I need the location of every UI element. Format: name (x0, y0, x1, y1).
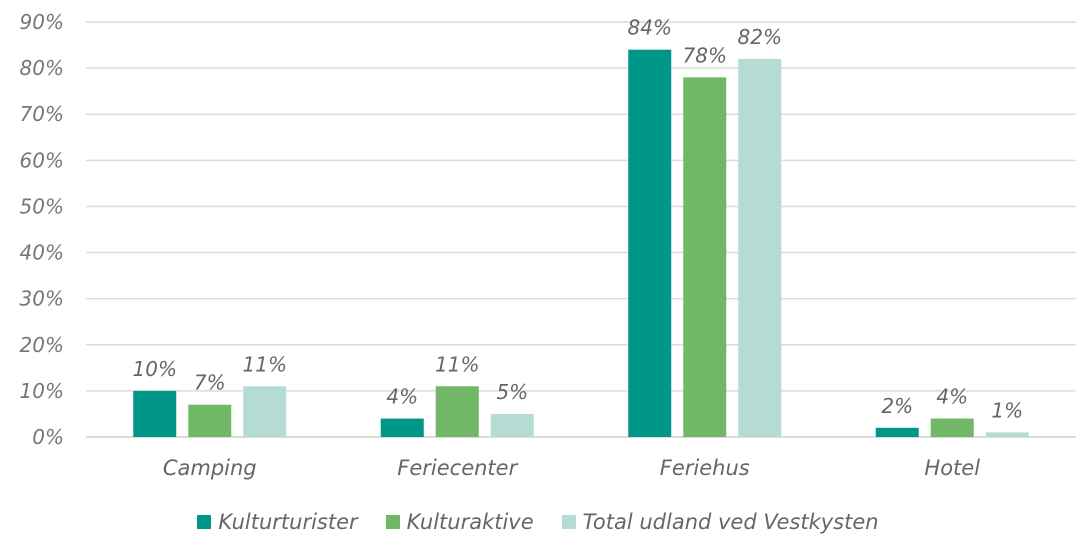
y-tick-label: 90% (20, 10, 64, 34)
data-label: 10% (133, 357, 177, 381)
legend-swatch (197, 515, 212, 529)
legend-item-kulturturister: Kulturturister (197, 510, 358, 534)
y-tick-label: 80% (20, 56, 64, 80)
y-tick-label: 40% (20, 241, 64, 265)
data-label: 1% (991, 398, 1023, 422)
x-category-label: Camping (163, 456, 257, 480)
y-tick-label: 60% (20, 148, 64, 172)
y-tick-label: 0% (32, 425, 64, 449)
legend-swatch (385, 515, 400, 529)
bar (243, 386, 287, 437)
legend-item-kulturaktive: Kulturaktive (385, 510, 534, 534)
y-tick-label: 10% (20, 379, 64, 403)
data-label: 4% (936, 385, 968, 409)
legend-swatch (561, 515, 576, 529)
y-tick-label: 30% (20, 287, 64, 311)
y-tick-label: 20% (20, 333, 64, 357)
bar (985, 432, 1029, 437)
bar (683, 77, 727, 437)
y-tick-label: 50% (20, 194, 64, 218)
bar (875, 427, 919, 437)
x-category-label: Feriehus (660, 456, 750, 480)
data-label: 2% (881, 394, 913, 418)
bar (628, 49, 672, 438)
legend-label: Total udland ved Vestkysten (582, 510, 879, 534)
data-label: 11% (243, 352, 287, 376)
legend: Kulturturister Kulturaktive Total udland… (0, 505, 1076, 539)
bars (133, 49, 1029, 438)
data-label: 11% (435, 352, 479, 376)
bar-chart: 0% 10% 20% 30% 40% 50% 60% 70% 80% 90% 10% 7% 11% 4%… (20, 10, 1076, 480)
bar (435, 386, 479, 437)
legend-label: Kulturturister (218, 510, 358, 534)
data-label: 4% (386, 385, 418, 409)
data-label: 78% (683, 43, 727, 67)
data-label: 5% (496, 380, 528, 404)
data-label: 82% (738, 25, 782, 49)
bar (380, 418, 424, 437)
x-category-label: Feriecenter (397, 456, 518, 480)
data-label: 84% (628, 16, 672, 40)
bar (133, 390, 177, 437)
bar (490, 413, 534, 437)
y-axis-tick-labels: 0% 10% 20% 30% 40% 50% 60% 70% 80% 90% (20, 10, 64, 449)
x-category-label: Hotel (924, 456, 980, 480)
legend-label: Kulturaktive (406, 510, 534, 534)
bar (930, 418, 974, 437)
grid-lines (86, 21, 1076, 438)
y-tick-label: 70% (20, 102, 64, 126)
bar (738, 58, 782, 438)
x-axis-category-labels: Camping Feriecenter Feriehus Hotel (163, 456, 980, 480)
data-label: 7% (194, 371, 226, 395)
data-labels: 10% 7% 11% 4% 11% 5% 84% 78% 82% 2% 4% 1% (133, 16, 1024, 423)
legend-item-total-udland: Total udland ved Vestkysten (561, 510, 879, 534)
bar (188, 404, 232, 437)
